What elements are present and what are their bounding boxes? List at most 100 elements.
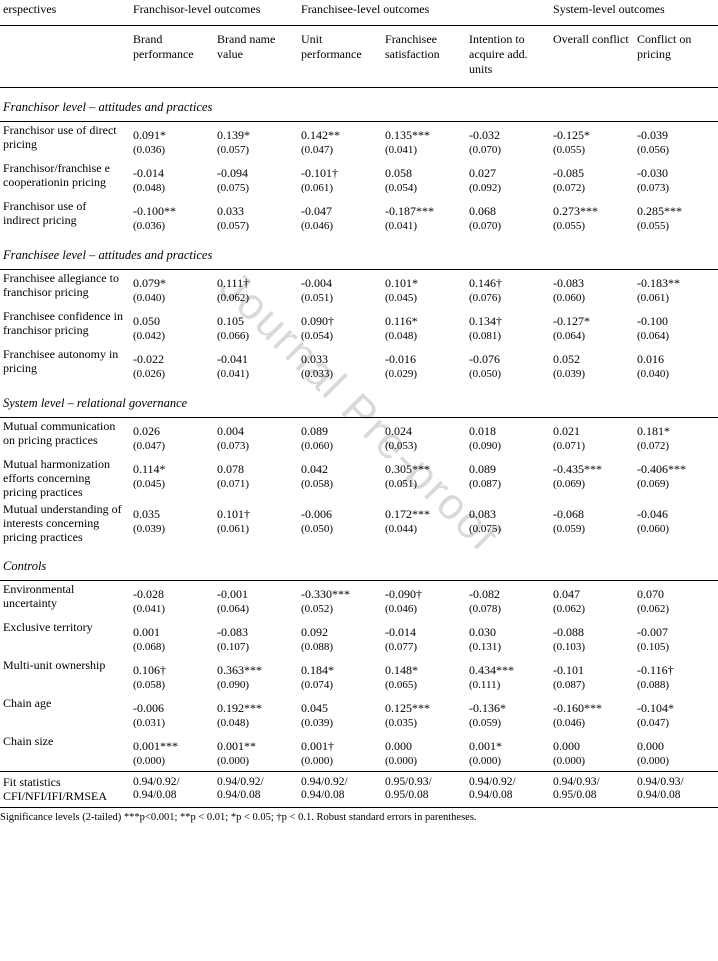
estimate-value: -0.082: [469, 583, 546, 602]
std-error-value: (0.062): [217, 291, 294, 306]
data-cell: -0.041(0.041): [214, 346, 298, 384]
std-error-value: (0.040): [133, 291, 210, 306]
data-cell: 0.125***(0.035): [382, 695, 466, 733]
std-error-value: (0.060): [553, 291, 630, 306]
estimate-value: 0.285***: [637, 200, 714, 219]
std-error-value: (0.065): [385, 678, 462, 693]
data-cell: 0.083(0.075): [466, 501, 550, 546]
data-cell: 0.142**(0.047): [298, 122, 382, 161]
std-error-value: (0.092): [469, 181, 546, 196]
data-cell: 0.030(0.131): [466, 619, 550, 657]
estimate-value: -0.032: [469, 124, 546, 143]
franchisee-header: Franchisee-level outcomes: [298, 0, 550, 26]
data-cell: -0.406***(0.069): [634, 456, 718, 501]
data-cell: -0.016(0.029): [382, 346, 466, 384]
std-error-value: (0.050): [469, 367, 546, 382]
data-cell: -0.127*(0.064): [550, 308, 634, 346]
data-cell: 0.033(0.033): [298, 346, 382, 384]
std-error-value: (0.057): [217, 143, 294, 158]
fit-cell: 0.94/0.92/ 0.94/0.08: [130, 771, 214, 808]
data-cell: -0.082(0.078): [466, 580, 550, 619]
std-error-value: (0.081): [469, 329, 546, 344]
estimate-value: 0.148*: [385, 659, 462, 678]
std-error-value: (0.041): [385, 143, 462, 158]
estimate-value: -0.085: [553, 162, 630, 181]
std-error-value: (0.000): [301, 754, 378, 769]
section-row: System level – relational governance: [0, 384, 718, 418]
estimate-value: -0.090†: [385, 583, 462, 602]
fit-cell: 0.95/0.93/ 0.95/0.08: [382, 771, 466, 808]
data-cell: 0.114*(0.045): [130, 456, 214, 501]
std-error-value: (0.055): [553, 143, 630, 158]
estimate-value: 0.018: [469, 420, 546, 439]
system-header: System-level outcomes: [550, 0, 718, 26]
data-cell: 0.192***(0.048): [214, 695, 298, 733]
estimate-value: 0.101†: [217, 503, 294, 522]
estimate-value: 0.052: [553, 348, 630, 367]
std-error-value: (0.057): [217, 219, 294, 234]
std-error-value: (0.033): [301, 367, 378, 382]
std-error-value: (0.046): [385, 602, 462, 617]
std-error-value: (0.062): [553, 602, 630, 617]
data-cell: 0.181*(0.072): [634, 418, 718, 457]
std-error-value: (0.069): [553, 477, 630, 492]
data-cell: 0.001†(0.000): [298, 733, 382, 772]
std-error-value: (0.052): [301, 602, 378, 617]
std-error-value: (0.055): [637, 219, 714, 234]
estimate-value: -0.088: [553, 621, 630, 640]
fit-cell: 0.94/0.93/ 0.95/0.08: [550, 771, 634, 808]
estimate-value: 0.000: [385, 735, 462, 754]
estimate-value: 0.083: [469, 503, 546, 522]
std-error-value: (0.076): [469, 291, 546, 306]
estimate-value: -0.039: [637, 124, 714, 143]
std-error-value: (0.075): [469, 522, 546, 537]
data-cell: 0.305***(0.051): [382, 456, 466, 501]
data-cell: -0.435***(0.069): [550, 456, 634, 501]
table-row: Franchisor/franchise e cooperationin pri…: [0, 160, 718, 198]
estimate-value: 0.001***: [133, 735, 210, 754]
data-cell: 0.033(0.057): [214, 198, 298, 236]
data-cell: -0.068(0.059): [550, 501, 634, 546]
std-error-value: (0.036): [133, 143, 210, 158]
std-error-value: (0.046): [301, 219, 378, 234]
estimate-value: 0.000: [553, 735, 630, 754]
std-error-value: (0.000): [133, 754, 210, 769]
data-cell: 0.105(0.066): [214, 308, 298, 346]
data-cell: -0.030(0.073): [634, 160, 718, 198]
estimate-value: 0.047: [553, 583, 630, 602]
data-cell: 0.024(0.053): [382, 418, 466, 457]
row-label: Franchisee autonomy in pricing: [0, 346, 130, 384]
data-cell: 0.092(0.088): [298, 619, 382, 657]
std-error-value: (0.070): [469, 219, 546, 234]
col-header: Unit performance: [298, 26, 382, 88]
std-error-value: (0.041): [385, 219, 462, 234]
table-row: Chain age-0.006(0.031)0.192***(0.048)0.0…: [0, 695, 718, 733]
estimate-value: 0.016: [637, 348, 714, 367]
section-title: Franchisee level – attitudes and practic…: [0, 236, 718, 270]
estimate-value: -0.004: [301, 272, 378, 291]
fit-cell: 0.94/0.92/ 0.94/0.08: [298, 771, 382, 808]
col-header: Brand name value: [214, 26, 298, 88]
fit-label: Fit statistics CFI/NFI/IFI/RMSEA: [0, 771, 130, 808]
data-cell: -0.022(0.026): [130, 346, 214, 384]
data-cell: 0.111†(0.062): [214, 270, 298, 309]
col-header: Overall conflict: [550, 26, 634, 88]
col-header: Conflict on pricing: [634, 26, 718, 88]
estimate-value: -0.330***: [301, 583, 378, 602]
data-cell: 0.079*(0.040): [130, 270, 214, 309]
estimate-value: -0.014: [133, 162, 210, 181]
table-row: Exclusive territory0.001(0.068)-0.083(0.…: [0, 619, 718, 657]
estimate-value: 0.139*: [217, 124, 294, 143]
estimate-value: -0.435***: [553, 458, 630, 477]
data-cell: 0.004(0.073): [214, 418, 298, 457]
std-error-value: (0.000): [637, 754, 714, 769]
std-error-value: (0.036): [133, 219, 210, 234]
row-label: Mutual communication on pricing practice…: [0, 418, 130, 457]
data-cell: -0.330***(0.052): [298, 580, 382, 619]
estimate-value: 0.090†: [301, 310, 378, 329]
std-error-value: (0.026): [133, 367, 210, 382]
std-error-value: (0.088): [637, 678, 714, 693]
row-label: Franchisor use of direct pricing: [0, 122, 130, 161]
data-cell: 0.045(0.039): [298, 695, 382, 733]
estimate-value: 0.305***: [385, 458, 462, 477]
